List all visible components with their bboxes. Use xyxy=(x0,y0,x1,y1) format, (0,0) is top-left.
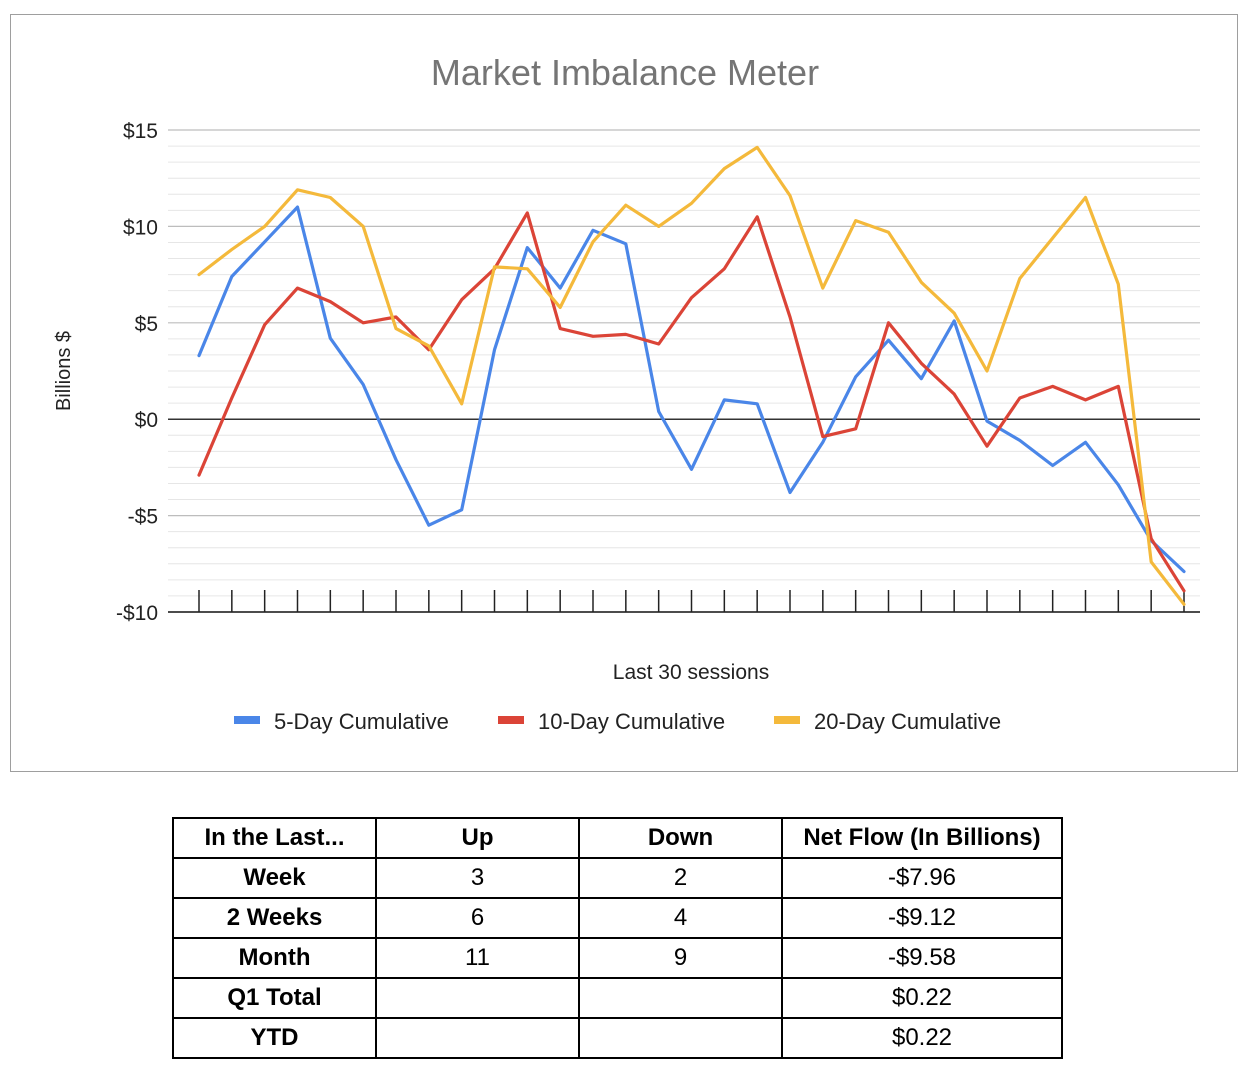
table-row: YTD $0.22 xyxy=(172,1017,1063,1059)
down-count xyxy=(578,977,783,1019)
y-tick-label: $10 xyxy=(123,216,158,239)
down-count: 9 xyxy=(578,937,783,979)
header-period: In the Last... xyxy=(172,817,377,859)
table-row: Q1 Total $0.22 xyxy=(172,977,1063,1019)
row-label: 2 Weeks xyxy=(172,897,377,939)
series-line-1 xyxy=(197,205,1186,574)
y-tick-label: -$5 xyxy=(128,506,158,529)
series-line-2 xyxy=(197,211,1186,593)
header-down: Down xyxy=(578,817,783,859)
up-count: 3 xyxy=(375,857,580,899)
table-row: Week 3 2 -$7.96 xyxy=(172,857,1063,899)
y-axis-label: Billions $ xyxy=(53,331,75,411)
y-tick-label: -$10 xyxy=(116,602,158,625)
legend-label-1: 5-Day Cumulative xyxy=(274,709,449,734)
up-count: 6 xyxy=(375,897,580,939)
series-line-3 xyxy=(197,145,1186,606)
net-flow-value: -$7.96 xyxy=(781,857,1063,899)
down-count xyxy=(578,1017,783,1059)
row-label: Q1 Total xyxy=(172,977,377,1019)
header-net-flow: Net Flow (In Billions) xyxy=(781,817,1063,859)
row-label: Month xyxy=(172,937,377,979)
net-flow-value: $0.22 xyxy=(781,977,1063,1019)
y-tick-label: $0 xyxy=(135,409,158,432)
chart-title: Market Imbalance Meter xyxy=(431,52,819,93)
down-count: 2 xyxy=(578,857,783,899)
legend-label-3: 20-Day Cumulative xyxy=(814,709,1001,734)
down-count: 4 xyxy=(578,897,783,939)
net-flow-value: -$9.58 xyxy=(781,937,1063,979)
row-label: YTD xyxy=(172,1017,377,1059)
y-tick-label: $5 xyxy=(135,313,158,336)
table-row: 2 Weeks 6 4 -$9.12 xyxy=(172,897,1063,939)
legend-swatch-3 xyxy=(774,716,800,724)
net-flow-value: $0.22 xyxy=(781,1017,1063,1059)
legend-label-2: 10-Day Cumulative xyxy=(538,709,725,734)
x-axis-label: Last 30 sessions xyxy=(613,661,769,684)
up-count: 11 xyxy=(375,937,580,979)
net-flow-value: -$9.12 xyxy=(781,897,1063,939)
table-header-row: In the Last... Up Down Net Flow (In Bill… xyxy=(172,817,1063,859)
table-row: Month 11 9 -$9.58 xyxy=(172,937,1063,979)
header-up: Up xyxy=(375,817,580,859)
y-tick-label: $15 xyxy=(123,120,158,143)
legend-swatch-2 xyxy=(498,716,524,724)
up-count xyxy=(375,1017,580,1059)
up-count xyxy=(375,977,580,1019)
legend-swatch-1 xyxy=(234,716,260,724)
row-label: Week xyxy=(172,857,377,899)
line-chart: Market Imbalance Meter $15 $10 $5 $0 -$5 -$10 B… xyxy=(53,52,1200,734)
net-flow-table: In the Last... Up Down Net Flow (In Bill… xyxy=(172,817,1063,1059)
